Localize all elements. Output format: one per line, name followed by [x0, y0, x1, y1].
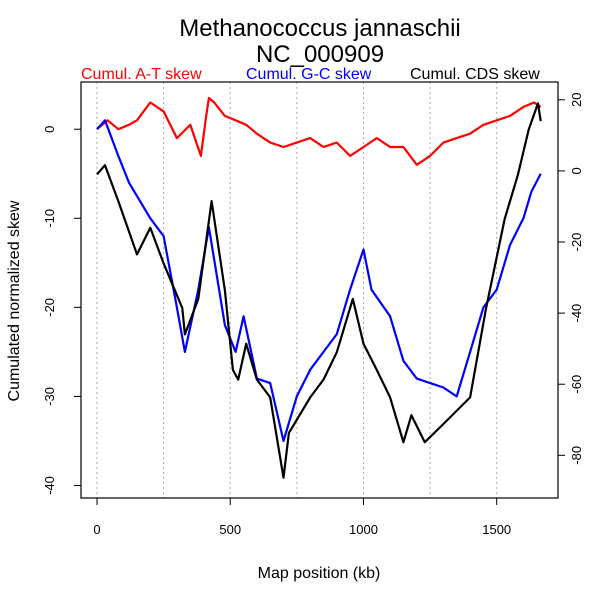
x-tick-label: 0 — [93, 522, 100, 537]
chart-title: Methanococcus jannaschii — [179, 15, 461, 42]
y-right-tick-label: -20 — [569, 233, 584, 252]
y-right-tick-label: 20 — [569, 93, 584, 107]
y-axis-label: Cumulated normalized skew — [6, 200, 23, 401]
y-right-tick-label: -60 — [569, 375, 584, 394]
x-tick-label: 1500 — [482, 522, 511, 537]
y-right-tick-label: 0 — [569, 167, 584, 174]
chart-subtitle: NC_000909 — [256, 41, 384, 68]
y-left-tick-label: -30 — [42, 387, 57, 406]
axes: 0 500 1000 1500 0 -10 -20 -30 -40 20 0 -20 -40 -60 -80 — [42, 93, 584, 537]
legend-at-skew: Cumul. A-T skew — [81, 66, 202, 83]
plot-frame — [80, 81, 559, 499]
vertical-grid — [96, 82, 498, 498]
x-axis-label: Map position (kb) — [258, 565, 381, 582]
series-line-0 — [96, 96, 542, 166]
y-left-tick-label: 0 — [42, 126, 57, 133]
y-right-tick-label: -40 — [569, 304, 584, 323]
x-tick-label: 1000 — [349, 522, 378, 537]
y-right-tick-label: -80 — [569, 446, 584, 465]
y-left-tick-label: -40 — [42, 476, 57, 495]
x-tick-label: 500 — [219, 522, 241, 537]
legend-cds-skew: Cumul. CDS skew — [410, 66, 540, 83]
series-line-2 — [96, 102, 542, 479]
y-left-tick-label: -10 — [42, 209, 57, 228]
legend-gc-skew: Cumul. G-C skew — [246, 66, 372, 83]
series-line-1 — [96, 119, 542, 443]
series-lines — [96, 96, 542, 479]
y-left-tick-label: -20 — [42, 298, 57, 317]
